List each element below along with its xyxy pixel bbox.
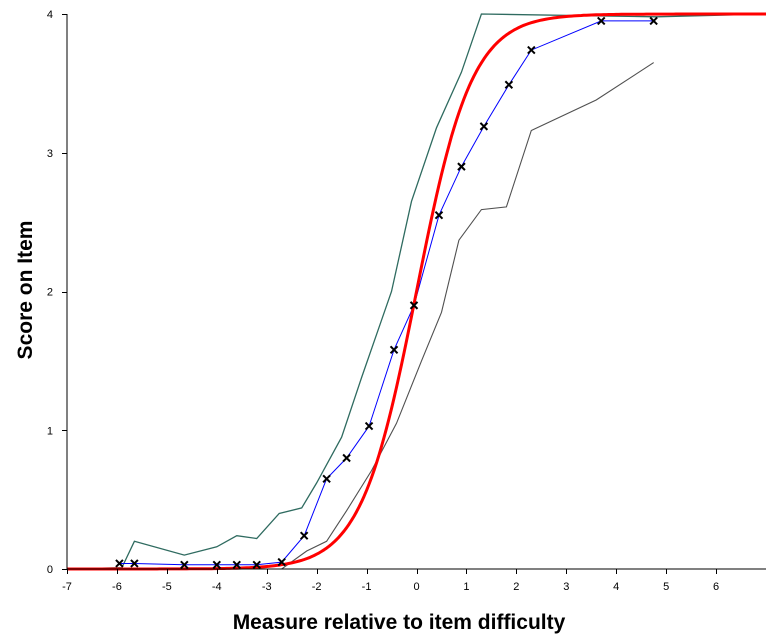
x-tick-label: 2 <box>513 581 519 593</box>
data-point-marker <box>252 560 261 570</box>
lower-confidence-band <box>67 62 654 570</box>
x-tick-label: -7 <box>62 581 72 593</box>
y-tick-label: 0 <box>47 564 53 576</box>
x-tick-label: 3 <box>563 581 569 593</box>
data-point-marker <box>649 16 658 26</box>
y-tick-labels: 0 1 2 3 4 <box>47 9 53 576</box>
data-point-marker <box>232 560 241 570</box>
data-point-marker <box>212 560 221 570</box>
data-point-marker <box>434 210 444 220</box>
x-tick-label: -1 <box>362 581 372 593</box>
y-tick-label: 4 <box>47 9 53 21</box>
axes <box>66 14 766 570</box>
x-tick-label: 5 <box>663 581 669 593</box>
data-point-marker <box>277 557 286 567</box>
tick-marks <box>62 14 717 574</box>
data-point-marker <box>342 453 351 463</box>
data-point-marker <box>180 560 189 570</box>
data-point-marker <box>322 474 331 484</box>
x-tick-label: 1 <box>463 581 469 593</box>
y-tick-label: 2 <box>47 287 53 299</box>
data-point-marker <box>479 122 489 131</box>
x-tick-label: -4 <box>212 581 222 593</box>
data-point-marker <box>115 559 124 568</box>
data-point-marker <box>527 45 536 55</box>
data-point-marker <box>457 162 466 171</box>
x-tick-label: 0 <box>413 581 419 593</box>
data-point-marker <box>299 531 309 540</box>
data-point-marker <box>597 16 606 26</box>
x-tick-label: 6 <box>713 581 719 593</box>
x-tick-label: -2 <box>312 581 322 593</box>
y-axis-title: Score on Item <box>14 221 37 360</box>
x-tick-label: -5 <box>162 581 172 593</box>
data-point-marker <box>130 559 139 568</box>
x-tick-label: -6 <box>112 581 122 593</box>
x-tick-label: 4 <box>613 581 619 593</box>
data-point-marker <box>389 345 399 354</box>
x-tick-label: -3 <box>262 581 272 593</box>
empirical-line <box>119 20 654 566</box>
y-tick-label: 1 <box>47 425 53 437</box>
x-tick-labels: -7 -6 -5 -4 -3 -2 -1 0 1 2 3 4 5 6 <box>62 581 719 593</box>
data-point-marker <box>504 80 514 89</box>
y-tick-label: 3 <box>47 148 53 160</box>
data-point-marker <box>364 421 374 431</box>
x-axis-title: Measure relative to item difficulty <box>233 611 566 634</box>
upper-confidence-band <box>66 13 766 570</box>
data-point-marker <box>409 301 419 310</box>
